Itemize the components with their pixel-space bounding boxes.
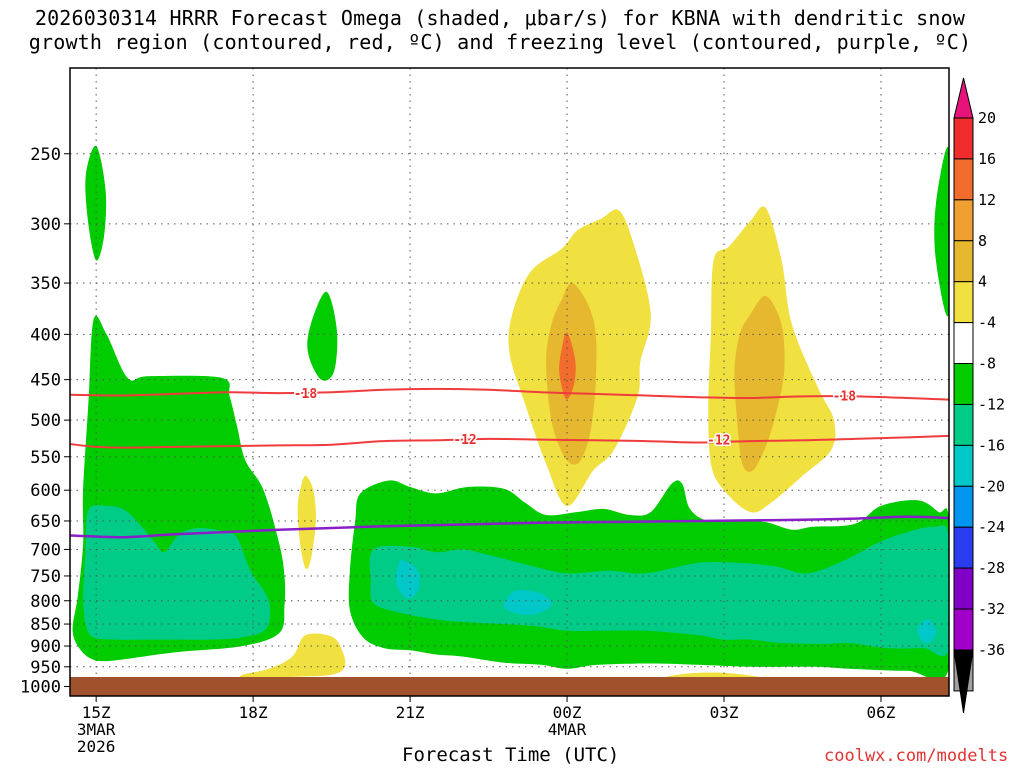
colorbar-swatch-5 [953, 322, 974, 365]
colorbar-label-20: 20 [978, 109, 996, 127]
colorbar-label--32: -32 [978, 600, 1005, 618]
y-tick-label-650: 650 [30, 512, 61, 532]
colorbar-label--28: -28 [978, 559, 1005, 577]
colorbar-label--4: -4 [978, 314, 996, 332]
y-tick-label-750: 750 [30, 567, 61, 587]
x-tick-label-18Z: 18Z [239, 703, 268, 722]
x-tick-label-3MAR: 3MAR [77, 720, 116, 739]
colorbar: 20 16 12 8 4 -4 -8 -12 -16 -20 -24 -28 -32 -36 [953, 77, 1005, 713]
colorbar-swatch-8 [953, 444, 974, 487]
credit-text: coolwx.com/modelts [824, 746, 1009, 766]
temperature-contours [70, 387, 949, 539]
omega-region-17 [559, 332, 576, 400]
colorbar-swatch-6 [953, 363, 974, 405]
colorbar-label-8: 8 [978, 232, 987, 250]
colorbar-label--16: -16 [978, 436, 1005, 454]
y-tick-label-950: 950 [30, 658, 61, 678]
contour-label--12-1: -12 [707, 434, 730, 449]
x-tick-label-03Z: 03Z [710, 703, 739, 722]
y-tick-label-700: 700 [30, 540, 61, 560]
colorbar-swatch-11 [953, 567, 974, 610]
colorbar-swatch-3 [953, 240, 974, 283]
freezing-level-line [70, 515, 949, 539]
colorbar-top-arrow [953, 77, 974, 119]
colorbar-swatch-7 [953, 403, 974, 446]
y-tick-label-600: 600 [30, 481, 61, 501]
y-tick-label-850: 850 [30, 615, 61, 635]
colorbar-label--24: -24 [978, 518, 1005, 536]
colorbar-swatch-1 [953, 158, 974, 201]
y-tick-label-550: 550 [30, 448, 61, 468]
plot-frame [69, 67, 950, 697]
colorbar-label-4: 4 [978, 273, 987, 291]
y-tick-label-900: 900 [30, 637, 61, 657]
colorbar-label-16: 16 [978, 150, 996, 168]
x-tick-label-21Z: 21Z [396, 703, 425, 722]
contour-label--18-0: -18 [294, 387, 318, 402]
colorbar-label--8: -8 [978, 355, 996, 373]
colorbar-label--36: -36 [978, 641, 1005, 659]
colorbar-swatch-10 [953, 526, 974, 569]
omega-region-5 [83, 505, 271, 640]
y-tick-label-250: 250 [30, 145, 61, 165]
colorbar-bottom-arrow [953, 649, 974, 713]
omega-region-1 [307, 291, 338, 381]
omega-region-0 [85, 145, 107, 261]
colorbar-label--20: -20 [978, 477, 1005, 495]
y-tick-label-800: 800 [30, 592, 61, 612]
omega-region-13 [239, 633, 346, 679]
x-tick-label-06Z: 06Z [867, 703, 896, 722]
contour-labels: -18 -18 -12 -12 [292, 386, 858, 451]
omega-region-6 [369, 525, 949, 657]
colorbar-swatch-2 [953, 199, 974, 242]
omega-region-8 [503, 590, 552, 615]
y-tick-label-400: 400 [30, 325, 61, 345]
omega-region-9 [917, 619, 936, 644]
chart-title: 2026030314 HRRR Forecast Omega (shaded, … [0, 6, 1000, 54]
x-tick-label-2026: 2026 [77, 737, 116, 756]
colorbar-swatch-9 [953, 485, 974, 528]
colorbar-swatch-4 [953, 281, 974, 324]
x-tick-label-15Z: 15Z [82, 703, 111, 722]
omega-region-12 [297, 475, 316, 570]
y-tick-label-350: 350 [30, 274, 61, 294]
dendritic-contour--18 [70, 387, 949, 401]
colorbar-label--12: -12 [978, 395, 1005, 413]
ground-surface [70, 677, 949, 696]
y-tick-label-500: 500 [30, 411, 61, 431]
chart-title-line-1: 2026030314 HRRR Forecast Omega (shaded, … [34, 6, 966, 30]
x-tick-label-00Z: 00Z [553, 703, 582, 722]
omega-region-16 [734, 295, 785, 472]
chart-title-line-2: growth region (contoured, red, ºC) and f… [28, 30, 972, 54]
colorbar-swatch-12 [953, 608, 974, 651]
y-tick-label-1000: 1000 [20, 678, 61, 698]
omega-region-7 [396, 560, 420, 599]
x-axis-label: Forecast Time (UTC) [402, 744, 620, 766]
dendritic-contour--12 [70, 434, 949, 449]
y-tick-label-450: 450 [30, 371, 61, 391]
colorbar-swatch-0 [953, 117, 974, 160]
grid-lines [70, 68, 949, 696]
contour-label--18-1: -18 [833, 390, 857, 405]
omega-region-2 [934, 147, 949, 317]
y-axis: 2503003504004505005506006507007508008509… [20, 145, 70, 698]
y-tick-label-300: 300 [30, 215, 61, 235]
omega-shading [72, 145, 949, 682]
x-tick-label-4MAR: 4MAR [548, 720, 587, 739]
contour-label--12-0: -12 [453, 433, 476, 448]
colorbar-label-12: 12 [978, 191, 996, 209]
